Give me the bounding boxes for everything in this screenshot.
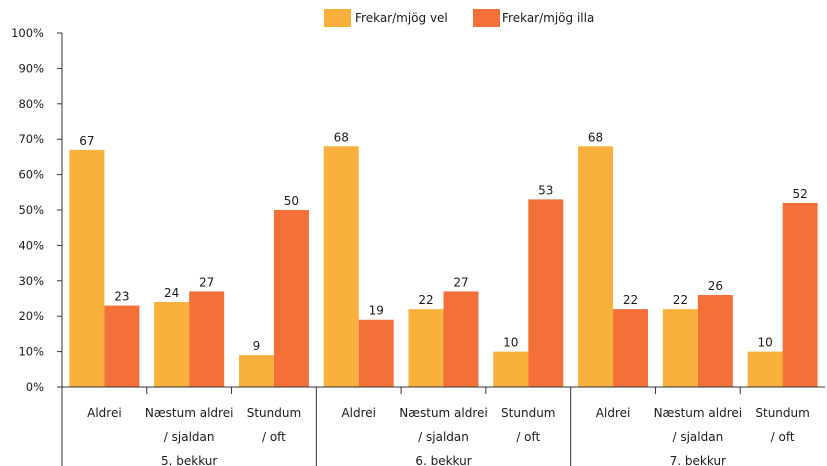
bar — [104, 305, 140, 387]
bar-value-label: 68 — [334, 130, 349, 144]
x-tick-label: Aldrei — [341, 406, 376, 420]
y-tick-label: 70% — [18, 132, 44, 146]
x-tick-label: / oft — [262, 430, 286, 444]
x-tick-label: / oft — [516, 430, 540, 444]
bar-value-label: 19 — [369, 304, 384, 318]
y-tick-label: 10% — [18, 345, 44, 359]
x-tick-label: Næstum aldrei — [399, 406, 488, 420]
bar — [782, 202, 818, 387]
bar — [662, 309, 698, 387]
y-tick-label: 50% — [18, 203, 44, 217]
bars: 67 23 24 27 9 50 68 19 22 27 10 53 68 22 22 26 10 52 — [69, 130, 818, 387]
bar — [189, 291, 225, 387]
bar — [443, 291, 479, 387]
bar — [273, 210, 309, 387]
bar-value-label: 10 — [503, 336, 518, 350]
legend-swatch — [473, 9, 500, 27]
y-tick-label: 80% — [18, 97, 44, 111]
y-tick-label: 0% — [26, 380, 44, 394]
x-tick-label: / sjaldan — [418, 430, 469, 444]
x-tick-label: Stundum — [247, 406, 301, 420]
bar — [69, 149, 105, 387]
bar-value-label: 52 — [792, 187, 807, 201]
y-tick-label: 90% — [18, 61, 44, 75]
y-tick-label: 40% — [18, 238, 44, 252]
x-axis: Aldrei Næstum aldrei / sjaldan Stundum / oft… — [61, 386, 825, 466]
bar-value-label: 24 — [164, 286, 179, 300]
group-label: 7. bekkur — [670, 454, 726, 466]
bar — [528, 199, 564, 387]
y-tick-label: 60% — [18, 168, 44, 182]
bar-value-label: 23 — [114, 290, 129, 304]
bar-value-label: 22 — [673, 293, 688, 307]
x-tick-label: / sjaldan — [672, 430, 723, 444]
x-tick-label: Stundum — [501, 406, 555, 420]
x-tick-label: / oft — [771, 430, 795, 444]
y-tick-label: 30% — [18, 274, 44, 288]
bar — [358, 319, 394, 387]
bar-value-label: 67 — [79, 134, 94, 148]
x-tick-label: Aldrei — [87, 406, 122, 420]
y-tick-label: 100% — [11, 26, 44, 40]
y-axis: 0% 10% 20% 30% 40% 50% 60% 70% 80% 90% 100% — [11, 26, 63, 394]
bar — [613, 309, 649, 387]
bar-value-label: 27 — [199, 275, 214, 289]
bar — [238, 355, 274, 387]
y-tick-label: 20% — [18, 309, 44, 323]
bar — [323, 146, 359, 387]
bar-value-label: 22 — [418, 293, 433, 307]
bar — [747, 351, 783, 387]
bar — [697, 294, 733, 387]
bar — [154, 302, 190, 387]
x-tick-label: Stundum — [755, 406, 809, 420]
legend: Frekar/mjög vel Frekar/mjög illa — [324, 9, 594, 27]
legend-swatch — [324, 9, 351, 27]
x-tick-label: / sjaldan — [164, 430, 215, 444]
bar-value-label: 50 — [284, 194, 299, 208]
bar-value-label: 68 — [588, 130, 603, 144]
legend-label: Frekar/mjög vel — [355, 11, 448, 25]
x-tick-label: Næstum aldrei — [145, 406, 234, 420]
x-tick-label: Aldrei — [596, 406, 631, 420]
bar-value-label: 10 — [757, 336, 772, 350]
bar-value-label: 53 — [538, 183, 553, 197]
bar-value-label: 22 — [623, 293, 638, 307]
bar-value-label: 26 — [708, 279, 723, 293]
legend-label: Frekar/mjög illa — [502, 11, 594, 25]
bar — [578, 146, 614, 387]
bar — [493, 351, 529, 387]
x-tick-label: Næstum aldrei — [654, 406, 743, 420]
bar-value-label: 9 — [253, 339, 261, 353]
group-label: 5. bekkur — [161, 454, 217, 466]
bar — [408, 309, 444, 387]
group-label: 6. bekkur — [415, 454, 471, 466]
bar-value-label: 27 — [453, 275, 468, 289]
